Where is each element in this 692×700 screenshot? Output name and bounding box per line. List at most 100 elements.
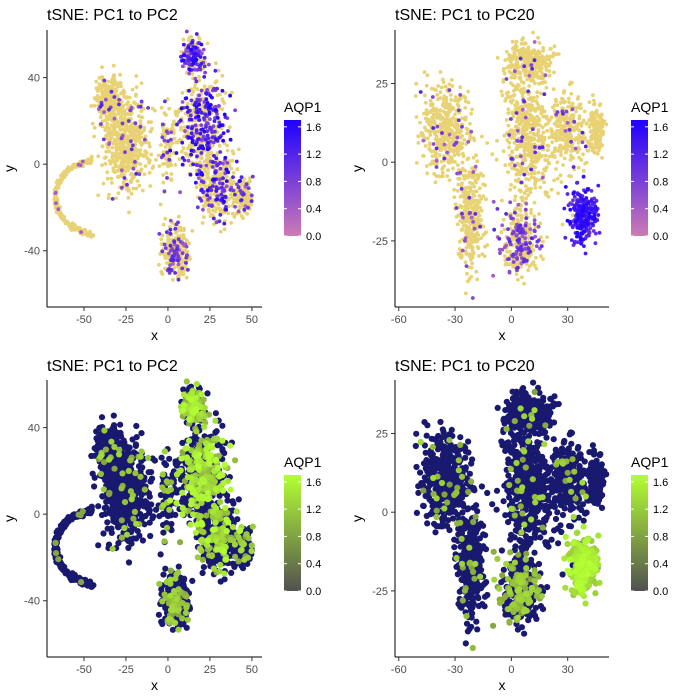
data-point — [54, 201, 58, 206]
data-point — [451, 149, 456, 154]
data-point — [477, 213, 482, 218]
data-point — [566, 203, 571, 208]
data-point — [510, 166, 514, 171]
data-point — [148, 129, 153, 134]
data-point — [507, 162, 512, 167]
data-point — [153, 108, 157, 113]
data-point — [523, 115, 528, 120]
data-point — [477, 254, 481, 258]
data-point — [512, 163, 517, 168]
data-point — [513, 210, 517, 215]
data-point — [593, 146, 597, 150]
data-point — [535, 51, 540, 55]
data-point — [514, 107, 519, 112]
data-point — [508, 117, 513, 121]
data-point — [208, 125, 212, 130]
data-point — [573, 138, 577, 142]
data-point — [205, 41, 210, 46]
data-point — [133, 147, 138, 151]
data-point — [558, 173, 563, 178]
data-point — [583, 221, 587, 225]
data-point — [515, 119, 519, 124]
data-point — [245, 212, 250, 216]
data-point — [435, 93, 440, 97]
x-tick-label: 0 — [508, 314, 514, 326]
data-point — [523, 73, 528, 78]
data-point — [149, 152, 154, 157]
data-point — [196, 137, 201, 141]
data-point — [555, 176, 560, 181]
data-point — [439, 85, 444, 90]
data-point — [125, 139, 130, 143]
data-point — [197, 118, 202, 122]
data-point — [79, 230, 83, 235]
data-point — [198, 196, 202, 201]
data-point — [94, 97, 99, 102]
data-point — [466, 279, 470, 284]
data-point — [455, 135, 460, 140]
data-point — [535, 119, 539, 123]
data-point — [448, 93, 453, 97]
data-point — [515, 128, 520, 133]
data-point — [579, 231, 583, 236]
colorbar-tick-label: 1.6 — [306, 122, 321, 134]
data-point — [139, 109, 144, 113]
data-point — [215, 86, 220, 91]
data-point — [521, 81, 526, 85]
data-point — [533, 180, 538, 185]
data-point — [463, 168, 468, 173]
data-point — [552, 155, 557, 160]
data-point — [570, 225, 575, 230]
data-point — [524, 59, 529, 64]
data-point — [446, 122, 451, 127]
data-point — [207, 209, 211, 214]
data-point — [108, 161, 113, 166]
data-point — [472, 138, 477, 143]
data-point — [509, 216, 514, 221]
data-point — [203, 70, 208, 75]
data-point — [214, 189, 219, 193]
x-tick-label: 25 — [204, 314, 216, 326]
data-point — [464, 217, 469, 222]
data-point — [129, 147, 134, 152]
data-point — [123, 150, 127, 155]
data-point — [180, 140, 185, 145]
data-point — [434, 158, 439, 163]
data-point — [202, 129, 207, 134]
data-point — [519, 180, 524, 185]
data-point — [215, 163, 220, 168]
data-point — [180, 233, 184, 238]
data-point — [577, 199, 582, 204]
data-point — [485, 141, 490, 145]
data-point — [456, 148, 461, 153]
data-point — [111, 126, 116, 131]
data-point — [213, 80, 218, 85]
data-point — [191, 162, 196, 167]
data-point — [205, 173, 210, 178]
data-point — [228, 137, 233, 142]
data-point — [449, 156, 454, 160]
data-point — [509, 100, 514, 105]
data-point — [545, 129, 550, 133]
data-point — [139, 81, 144, 85]
data-point — [173, 163, 178, 167]
data-point — [131, 186, 136, 191]
data-point — [455, 171, 459, 176]
data-point — [168, 231, 173, 236]
data-point — [526, 89, 531, 94]
data-point — [506, 262, 511, 267]
data-point — [202, 167, 207, 172]
data-point — [127, 165, 132, 170]
data-point — [236, 185, 241, 190]
data-point — [227, 125, 232, 129]
data-point — [159, 105, 164, 110]
data-point — [102, 78, 107, 83]
data-point — [438, 70, 443, 74]
data-point — [571, 191, 576, 196]
data-point — [202, 64, 207, 69]
data-point — [225, 148, 230, 153]
data-point — [457, 130, 462, 135]
data-point — [561, 111, 565, 116]
data-point — [532, 229, 537, 234]
